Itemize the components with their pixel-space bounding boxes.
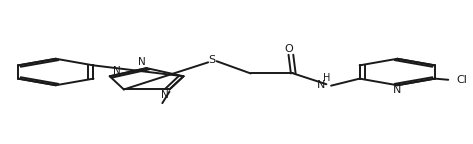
- Text: N: N: [316, 80, 325, 90]
- Text: H: H: [323, 73, 330, 83]
- Text: O: O: [284, 44, 293, 54]
- Text: N: N: [113, 66, 121, 76]
- Text: S: S: [208, 55, 216, 65]
- Text: N: N: [138, 57, 146, 67]
- Text: Cl: Cl: [457, 75, 468, 85]
- Text: N: N: [393, 85, 402, 95]
- Text: N: N: [161, 90, 168, 100]
